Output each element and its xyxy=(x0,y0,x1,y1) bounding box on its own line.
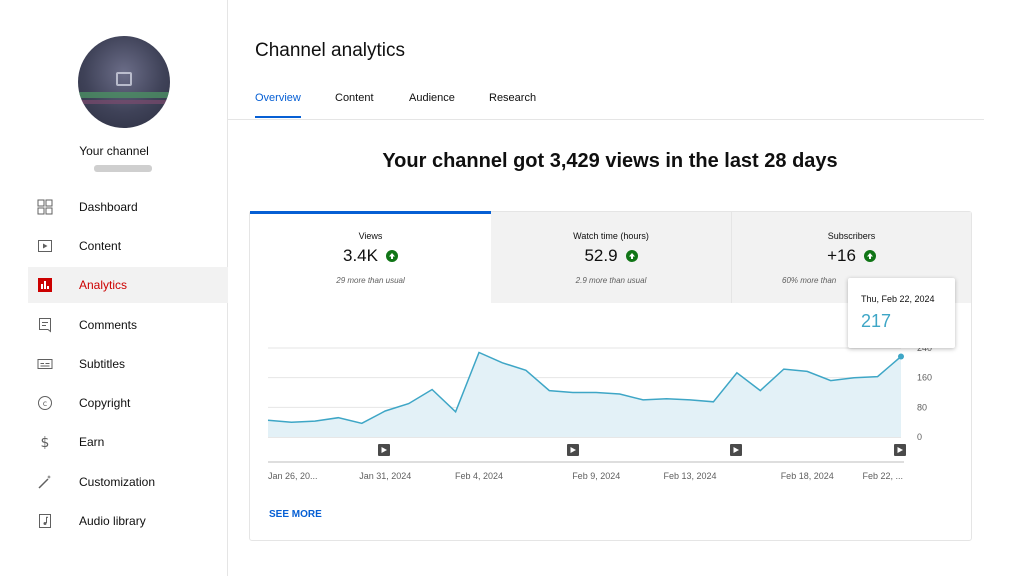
metric-comparison: 2.9 more than usual xyxy=(575,276,647,285)
x-tick-label: Feb 18, 2024 xyxy=(781,471,834,481)
active-tab-underline xyxy=(255,116,301,118)
tab-overview[interactable]: Overview xyxy=(255,92,301,104)
sidebar-item-label: Subtitles xyxy=(79,357,126,371)
svg-text:$: $ xyxy=(41,435,50,450)
sidebar-item-comments[interactable]: Comments xyxy=(28,307,228,343)
comments-icon xyxy=(37,317,53,333)
video-marker-icon xyxy=(567,444,579,456)
video-marker-icon xyxy=(378,444,390,456)
earn-icon: $ xyxy=(37,434,53,450)
svg-text:c: c xyxy=(43,399,47,408)
metric-views[interactable]: Views 3.4K 29 more than usual xyxy=(250,211,491,303)
y-tick-label: 240 xyxy=(917,343,932,353)
content-icon xyxy=(37,238,53,254)
tab-research[interactable]: Research xyxy=(489,92,537,104)
page-title: Channel analytics xyxy=(255,40,405,61)
sidebar-item-content[interactable]: Content xyxy=(28,228,228,264)
x-tick-label: Feb 9, 2024 xyxy=(572,471,620,481)
sidebar-item-earn[interactable]: $ Earn xyxy=(28,424,228,460)
metric-label: Views xyxy=(358,231,383,241)
copyright-icon: c xyxy=(37,395,53,411)
channel-handle-blurred xyxy=(94,165,152,172)
tab-audience[interactable]: Audience xyxy=(409,92,455,104)
sidebar-item-label: Comments xyxy=(79,318,138,332)
sidebar-item-dashboard[interactable]: Dashboard xyxy=(28,189,228,225)
channel-title: Your channel xyxy=(79,144,149,158)
tooltip-value: 217 xyxy=(861,311,892,331)
x-tick-label: Jan 31, 2024 xyxy=(359,471,411,481)
sidebar-item-subtitles[interactable]: Subtitles xyxy=(28,346,228,382)
metric-watch-time[interactable]: Watch time (hours) 52.9 2.9 more than us… xyxy=(491,212,731,303)
views-chart: 240 160 80 0 Jan 26, 20... Jan 31, 2024 Feb 4,… xyxy=(267,343,932,481)
header-divider xyxy=(228,119,984,120)
active-metric-bar xyxy=(250,211,491,214)
y-tick-label: 0 xyxy=(917,432,922,442)
sidebar-item-label: Content xyxy=(79,239,122,253)
metric-comparison: 29 more than usual xyxy=(336,276,405,285)
sidebar-item-label: Earn xyxy=(79,435,105,449)
metric-value: +16 xyxy=(827,246,856,265)
tab-content[interactable]: Content xyxy=(335,92,374,104)
views-line xyxy=(267,351,902,425)
sidebar-item-label: Copyright xyxy=(79,396,131,410)
video-marker-icon xyxy=(894,444,906,456)
metric-label: Watch time (hours) xyxy=(573,231,649,241)
metric-comparison: 60% more than xyxy=(782,276,837,285)
x-tick-label: Feb 4, 2024 xyxy=(455,471,503,481)
arrow-up-icon xyxy=(385,250,398,262)
video-marker-icon xyxy=(730,444,742,456)
channel-avatar[interactable] xyxy=(78,36,170,128)
metric-value: 3.4K xyxy=(343,246,378,265)
views-headline: Your channel got 3,429 views in the last… xyxy=(382,150,838,172)
sidebar-item-audio-library[interactable]: Audio library xyxy=(28,503,228,539)
sidebar: Your channel Dashboard Content Analytics… xyxy=(0,0,228,576)
camera-icon xyxy=(116,72,132,86)
selected-point xyxy=(898,353,904,360)
sidebar-item-label: Audio library xyxy=(79,514,146,528)
metric-value: 52.9 xyxy=(584,246,618,265)
views-area xyxy=(268,352,901,437)
sidebar-item-label: Analytics xyxy=(79,278,128,292)
chart-tooltip: Thu, Feb 22, 2024 217 xyxy=(848,278,955,348)
analytics-icon xyxy=(37,277,53,293)
audio-library-icon xyxy=(37,513,53,529)
subtitles-icon xyxy=(37,356,53,372)
dashboard-icon xyxy=(37,199,53,215)
sidebar-item-copyright[interactable]: c Copyright xyxy=(28,385,228,421)
sidebar-item-analytics[interactable]: Analytics xyxy=(28,267,228,303)
y-tick-label: 160 xyxy=(917,373,932,383)
x-tick-label: Jan 26, 20... xyxy=(268,471,318,481)
metric-label: Subscribers xyxy=(827,231,876,241)
y-tick-label: 80 xyxy=(917,402,927,412)
x-tick-label: Feb 13, 2024 xyxy=(663,471,716,481)
sidebar-item-label: Customization xyxy=(79,475,156,489)
sidebar-item-label: Dashboard xyxy=(79,200,138,214)
see-more-link[interactable]: SEE MORE xyxy=(269,509,322,520)
sidebar-item-customization[interactable]: Customization xyxy=(28,464,228,500)
tooltip-date: Thu, Feb 22, 2024 xyxy=(861,294,935,304)
arrow-up-icon xyxy=(625,250,638,262)
customization-icon xyxy=(37,474,53,490)
arrow-up-icon xyxy=(863,250,876,262)
x-tick-label: Feb 22, ... xyxy=(862,471,903,481)
